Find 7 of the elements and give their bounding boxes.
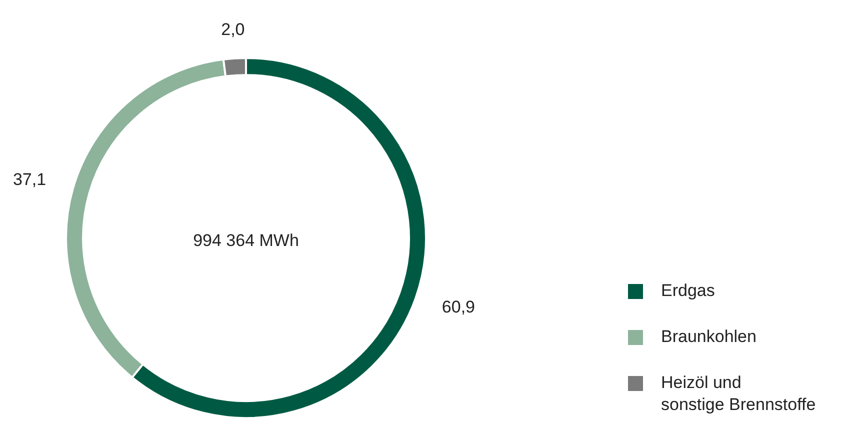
data-label: 37,1 — [12, 170, 46, 190]
legend-label: Erdgas — [661, 281, 715, 300]
data-label: 60,9 — [442, 297, 476, 316]
data-label: 2,0 — [221, 20, 245, 39]
legend-label: Heizöl und sonstige Brennstoffe — [661, 373, 816, 414]
text: 994 364 MWh — [193, 231, 299, 250]
legend-label: Braunkohlen — [661, 327, 756, 346]
